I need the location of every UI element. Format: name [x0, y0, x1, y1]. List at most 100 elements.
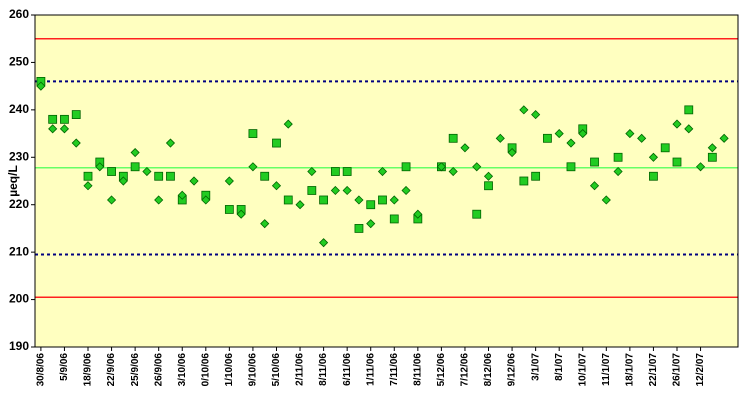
diamond-marker [507, 147, 517, 158]
x-tick-label: 18/9/06 [83, 353, 94, 387]
square-marker [83, 171, 93, 181]
square-marker [60, 114, 69, 124]
diamond-marker [201, 195, 211, 205]
x-tick-label: 3/10/06 [177, 353, 188, 387]
square-marker [107, 167, 116, 176]
x-tick-label: 5/12/06 [436, 353, 447, 387]
x-tick-label: 1/10/06 [224, 353, 235, 387]
x-tick-label: 18/1/07 [625, 353, 636, 387]
x-tick-label: 12/2/07 [695, 353, 706, 387]
diamond-marker [460, 143, 470, 153]
y-tick-label: 220 [9, 197, 29, 211]
diamond-marker [531, 110, 541, 120]
diamond-marker [330, 185, 340, 196]
diamond-marker [142, 166, 152, 177]
diamond-marker [401, 185, 411, 196]
square-marker [401, 162, 411, 172]
square-marker [224, 205, 234, 214]
diamond-marker [637, 133, 647, 143]
x-tick-label: 22/1/07 [648, 353, 659, 387]
plot-area [35, 15, 738, 347]
diamond-marker [107, 195, 117, 205]
square-marker [448, 133, 458, 143]
y-tick-label: 260 [9, 7, 29, 21]
diamond-marker [48, 124, 58, 134]
diamond-marker [342, 185, 352, 196]
diamond-marker [283, 119, 293, 129]
square-marker [684, 105, 694, 115]
square-marker [354, 224, 364, 233]
x-tick-label: 0/10/06 [200, 353, 211, 387]
diamond-marker [165, 138, 176, 148]
diamond-marker [707, 143, 717, 153]
diamond-marker [154, 195, 164, 205]
x-tick-label: 26/1/07 [672, 353, 683, 387]
diamond-marker [554, 129, 564, 139]
x-tick-label: 8/12/06 [483, 353, 494, 387]
square-marker [319, 195, 329, 205]
diamond-marker [448, 166, 458, 177]
square-marker [590, 157, 599, 167]
diamond-marker [36, 81, 46, 91]
x-tick-label: 7/11/06 [389, 353, 400, 386]
diamond-marker [625, 129, 635, 139]
diamond-marker [177, 190, 187, 200]
square-marker [71, 110, 81, 119]
square-marker [660, 143, 670, 153]
diamond-marker [118, 176, 128, 186]
diamond-marker [495, 133, 505, 143]
x-tick-label: 8/1/07 [554, 353, 565, 381]
square-marker [260, 171, 270, 181]
x-tick-label: 8/11/06 [412, 353, 423, 386]
y-axis-label: µeq/L [6, 165, 20, 197]
diamond-marker [413, 209, 423, 219]
square-marker [531, 171, 541, 181]
square-marker [330, 167, 340, 176]
x-tick-label: 22/9/06 [106, 353, 117, 387]
square-marker [613, 152, 623, 162]
diamond-marker [130, 147, 140, 158]
diamond-marker [271, 181, 282, 191]
diamond-marker [436, 162, 446, 172]
diamond-marker [672, 119, 682, 129]
diamond-marker [319, 238, 329, 248]
x-tick-label: 25/9/06 [130, 353, 141, 387]
diamond-marker [566, 138, 576, 148]
x-tick-label: 30/8/06 [36, 353, 47, 387]
plot-border [34, 14, 739, 348]
diamond-marker [224, 176, 234, 186]
square-marker [248, 129, 258, 138]
square-marker [543, 133, 552, 143]
square-marker [154, 171, 164, 181]
square-marker [649, 171, 658, 181]
x-tick-label: 9/12/06 [507, 353, 518, 387]
diamond-marker [248, 162, 258, 172]
diamond-marker [601, 195, 611, 205]
square-marker [484, 181, 493, 191]
square-marker [130, 162, 140, 172]
diamond-marker [472, 162, 482, 172]
square-marker [707, 152, 717, 162]
square-marker [48, 114, 58, 124]
diamond-marker [260, 219, 270, 229]
x-tick-label: 7/12/06 [460, 353, 471, 387]
square-marker [283, 195, 293, 205]
x-tick-label: 9/10/06 [248, 353, 259, 387]
square-marker [378, 195, 387, 205]
square-marker [307, 186, 317, 195]
x-tick-label: 5/10/06 [271, 353, 282, 387]
x-tick-label: 26/9/06 [153, 353, 164, 387]
diamond-marker [236, 209, 246, 219]
square-marker [472, 209, 482, 219]
x-tick-label: 3/1/07 [530, 353, 541, 381]
square-marker [342, 167, 352, 176]
square-marker [389, 214, 399, 224]
x-tick-label: 8/11/06 [318, 353, 329, 386]
diamond-marker [295, 200, 305, 210]
diamond-marker [389, 195, 399, 205]
y-tick-label: 230 [9, 149, 29, 163]
square-marker [519, 176, 529, 186]
x-tick-label: 1/11/06 [365, 353, 376, 386]
diamond-marker [519, 105, 529, 115]
